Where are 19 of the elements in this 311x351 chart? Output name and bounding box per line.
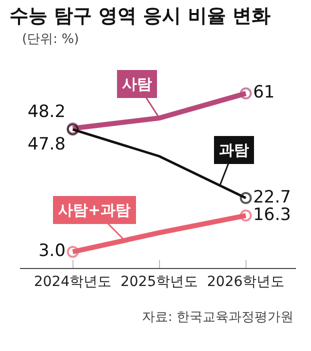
x-tick-label: 2024학년도 [34,274,112,290]
x-tick-label: 2025학년도 [120,274,198,290]
point [240,210,252,222]
series-label: 사탐 [122,75,152,93]
chart-title: 수능 탐구 영역 응시 비율 변화 [9,5,270,28]
point [240,192,252,204]
series-label: 과탐 [219,141,249,159]
data-label: 61 [253,82,275,103]
point [66,246,79,258]
chart-subtitle: (단위: %) [22,32,80,47]
text: 자료: 한국교육과정평가원 [142,310,294,325]
data-label: 3.0 [38,241,66,262]
data-label: 48.2 [28,102,66,122]
data-label: 47.8 [28,134,66,154]
x-tick-label: 2026학년도 [207,274,285,290]
point [240,87,252,100]
series-label: 사탐+과탐 [58,201,131,219]
data-label: 22.7 [253,187,291,208]
data-label: 16.3 [253,204,291,225]
